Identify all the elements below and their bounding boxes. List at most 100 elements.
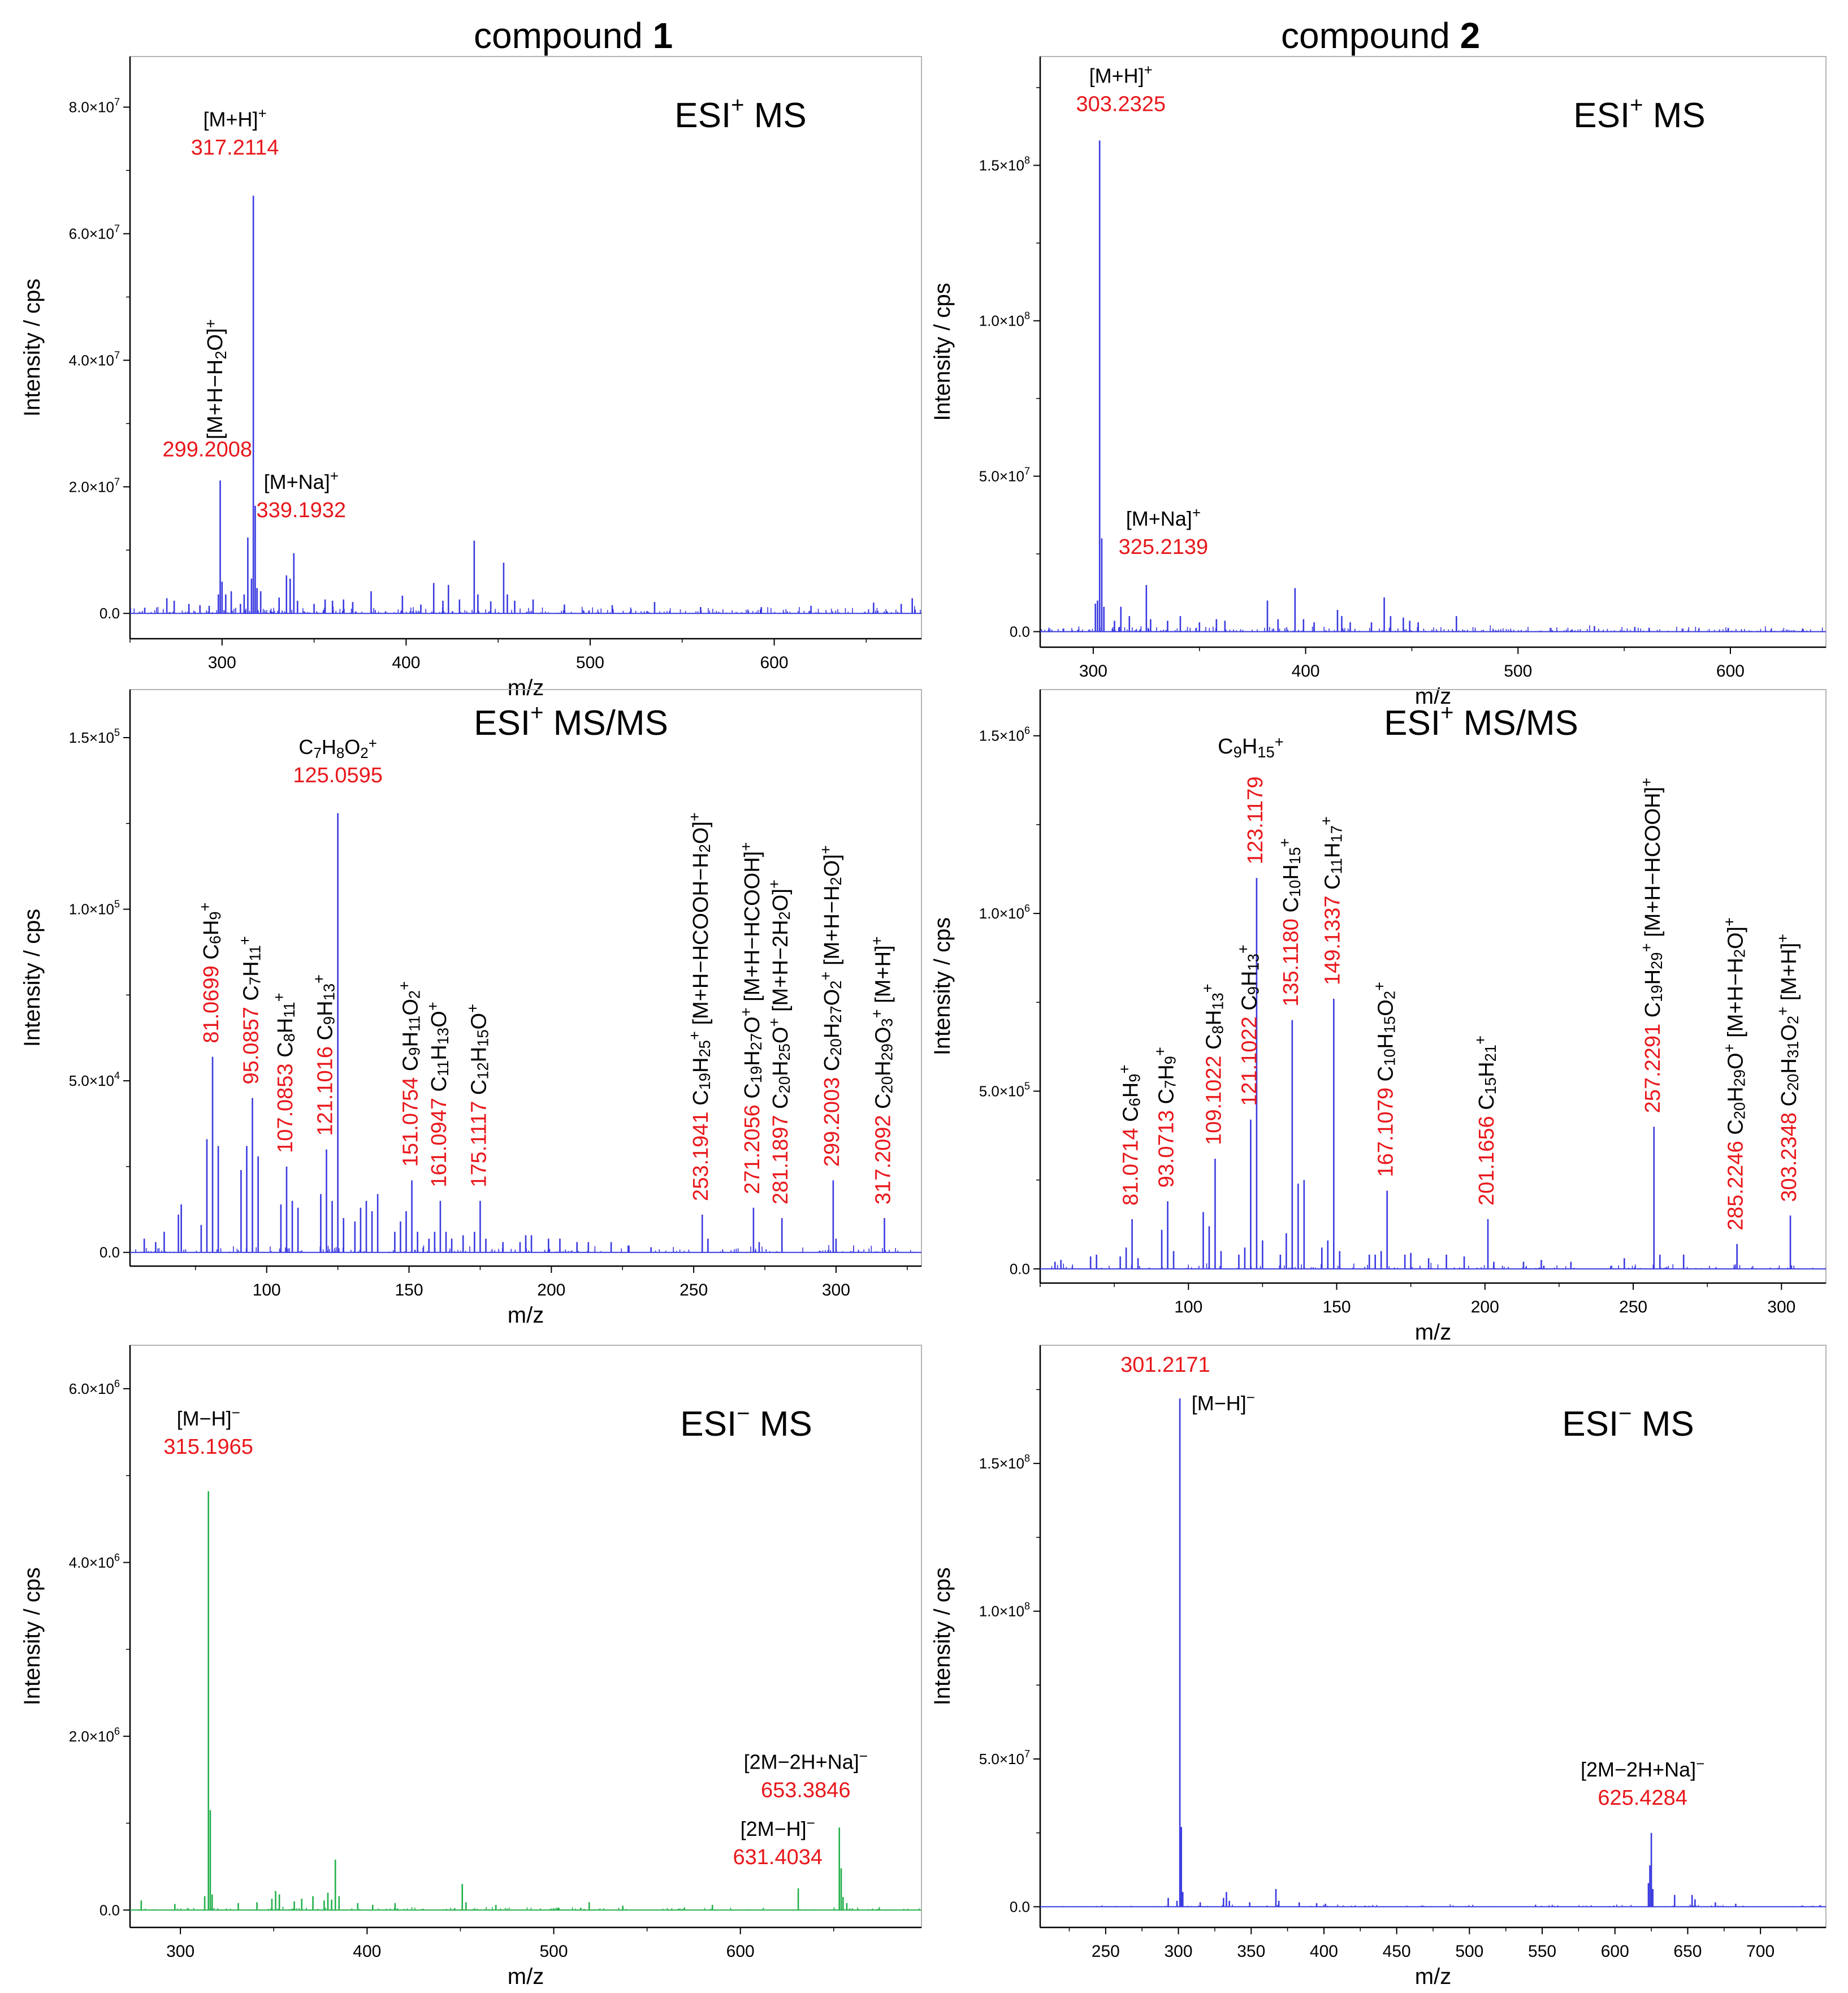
y-tick-label: 1.0×108 (979, 1601, 1030, 1620)
x-tick-label: 200 (1471, 1298, 1499, 1316)
ion-label: [M+Na]+ (1126, 504, 1201, 530)
x-tick-label: 500 (539, 1942, 568, 1961)
chart-c1-esi-neg-ms: 300 400 500 600 0.0 2.0×106 4.0×106 6.0×106 m/z I… (20, 1345, 922, 1989)
mz-value: 281.1897 (769, 1115, 793, 1205)
mz-value: 339.1932 (257, 499, 347, 522)
y-axis-label: Intensity / cps (930, 917, 955, 1056)
x-tick-label: 450 (1383, 1942, 1411, 1961)
y-axis-label: Intensity / cps (930, 283, 955, 421)
ion-label: [M+H]+ (203, 105, 266, 131)
peak-annotation: 149.1337 C11H17+ (1318, 816, 1345, 985)
y-tick-label: 1.5×105 (69, 727, 120, 746)
peak-annotation: 93.0713 C7H9+ (1152, 1047, 1179, 1188)
ion-formula: C20H25O+ [M+H−2H2O]+ (766, 879, 794, 1109)
mz-value: 167.1079 (1374, 1088, 1398, 1177)
y-tick-label: 1.0×106 (979, 903, 1030, 922)
panel-title: ESI+ MS (1573, 93, 1706, 135)
ion-formula: C19H25+ [M+H−HCOOH−H2O]+ (686, 812, 714, 1106)
column-header-compound-2: compound 2 (1281, 15, 1480, 57)
peak-annotation: 161.0947 C11H13O+ (424, 1002, 452, 1187)
x-axis-label: m/z (508, 1303, 544, 1328)
ion-formula: C10H15+ (1276, 838, 1304, 913)
peak-annotation: 299.2003 C20H27O2+ [M+H−H2O]+ (817, 845, 845, 1167)
chart-c1-esi-pos-msms: 100 150 200 250 300 0.0 5.0×104 1.0×105 1.5×105 m… (20, 689, 922, 1328)
mz-value: 653.3846 (761, 1778, 851, 1802)
ion-formula: C11H17+ (1318, 816, 1345, 890)
ion-formula: C20H27O2+ [M+H−H2O]+ (817, 845, 845, 1071)
y-tick-label: 5.0×104 (69, 1070, 120, 1089)
x-axis-label: m/z (1415, 684, 1451, 709)
y-axis-label: Intensity / cps (20, 1567, 45, 1706)
x-tick-label: 600 (760, 653, 789, 672)
mz-value: 149.1337 (1321, 896, 1344, 986)
x-tick-label: 400 (1310, 1942, 1338, 1961)
x-tick-label: 400 (392, 653, 420, 672)
x-tick-label: 100 (253, 1281, 281, 1299)
peak-annotation: 81.0699 C6H9+ (196, 902, 224, 1043)
x-tick-label: 250 (1092, 1942, 1120, 1961)
x-tick-label: 200 (537, 1281, 565, 1299)
y-tick-label: 4.0×107 (69, 349, 120, 369)
panel-title: ESI− MS (1562, 1401, 1694, 1444)
mz-value: 285.2246 (1724, 1141, 1748, 1231)
ion-formula: C11H13O+ (424, 1002, 452, 1091)
y-axis-label: Intensity / cps (20, 279, 45, 417)
y-tick-label: 0.0 (99, 1244, 120, 1261)
y-tick-label: 8.0×107 (69, 97, 120, 116)
peak-annotation: 167.1079 C10H15O2+ (1371, 982, 1399, 1177)
x-tick-label: 300 (166, 1942, 194, 1961)
y-axis-label: Intensity / cps (20, 909, 45, 1047)
mz-value: 107.0853 (274, 1063, 297, 1153)
ion-label: [2M−2H+Na]− (744, 1747, 868, 1773)
x-tick-label: 300 (1165, 1942, 1193, 1961)
mz-value: 271.2056 (741, 1104, 764, 1194)
x-tick-label: 500 (576, 653, 604, 672)
peak-annotation: 135.1180 C10H15+ (1276, 838, 1304, 1007)
mz-value: 299.2008 (162, 438, 252, 462)
mz-value: 135.1180 (1279, 918, 1303, 1007)
x-tick-label: 500 (1455, 1942, 1483, 1961)
x-tick-label: 650 (1673, 1942, 1702, 1961)
mz-value: 109.1022 (1202, 1055, 1226, 1145)
ion-label: C7H8O2+ (298, 735, 376, 761)
x-tick-label: 400 (353, 1942, 381, 1961)
x-tick-label: 350 (1237, 1942, 1265, 1961)
y-tick-label: 6.0×107 (69, 223, 120, 242)
y-tick-label: 5.0×107 (979, 466, 1030, 485)
y-tick-label: 0.0 (1010, 1898, 1030, 1915)
mz-value: 123.1179 (1244, 777, 1267, 865)
ion-formula: C12H15O+ (464, 1004, 492, 1095)
y-tick-label: 0.0 (99, 1901, 120, 1918)
x-axis-label: m/z (1415, 1320, 1451, 1345)
ion-formula: [M+H−H2O]+ (202, 319, 230, 440)
mz-value: 121.1022 (1237, 1016, 1261, 1106)
ion-formula: C9H15+ (1218, 733, 1284, 761)
x-tick-label: 300 (1079, 662, 1107, 681)
x-tick-label: 300 (1767, 1298, 1795, 1316)
peak-annotation: 285.2246 C20H29O+ [M+H−H2O]+ (1721, 917, 1749, 1231)
ion-label: [M+Na]+ (264, 467, 339, 493)
x-tick-label: 100 (1174, 1298, 1202, 1316)
peak-annotation: 121.1022 C9H13+ (1235, 944, 1262, 1106)
ion-formula: C9H11O2+ (396, 981, 423, 1071)
y-tick-label: 1.0×105 (69, 899, 120, 918)
mz-value: 161.0947 (427, 1098, 451, 1188)
ion-formula: C10H15O2+ (1371, 982, 1399, 1082)
mz-value: 81.0714 (1119, 1128, 1143, 1205)
ion-formula: C20H31O2+ [M+H]+ (1774, 934, 1802, 1107)
mz-value: 315.1965 (163, 1435, 253, 1459)
chart-c2-esi-pos-ms: 300 400 500 600 0.0 5.0×107 1.0×108 1.5×108 m/z I… (930, 56, 1827, 709)
y-tick-label: 5.0×105 (979, 1080, 1030, 1099)
mz-value: 257.2291 (1641, 1024, 1665, 1114)
chart-c2-esi-pos-msms: 100 150 200 250 300 0.0 5.0×105 1.0×106 1.5×106 m… (930, 689, 1827, 1345)
ion-formula: C20H29O3+ [M+H]+ (868, 936, 896, 1109)
ion-formula: C8H11+ (270, 993, 298, 1058)
ion-formula: C8H13+ (1199, 983, 1227, 1050)
mz-value: 317.2114 (191, 136, 279, 160)
x-tick-label: 250 (680, 1281, 708, 1299)
peak-annotation: 95.0857 C7H11+ (236, 936, 264, 1084)
ion-formula: C20H29O+ [M+H−H2O]+ (1721, 917, 1749, 1135)
compound-number: 2 (1460, 15, 1481, 56)
peak-annotation: 107.0853 C8H11+ (270, 993, 298, 1153)
x-tick-label: 700 (1746, 1942, 1775, 1961)
